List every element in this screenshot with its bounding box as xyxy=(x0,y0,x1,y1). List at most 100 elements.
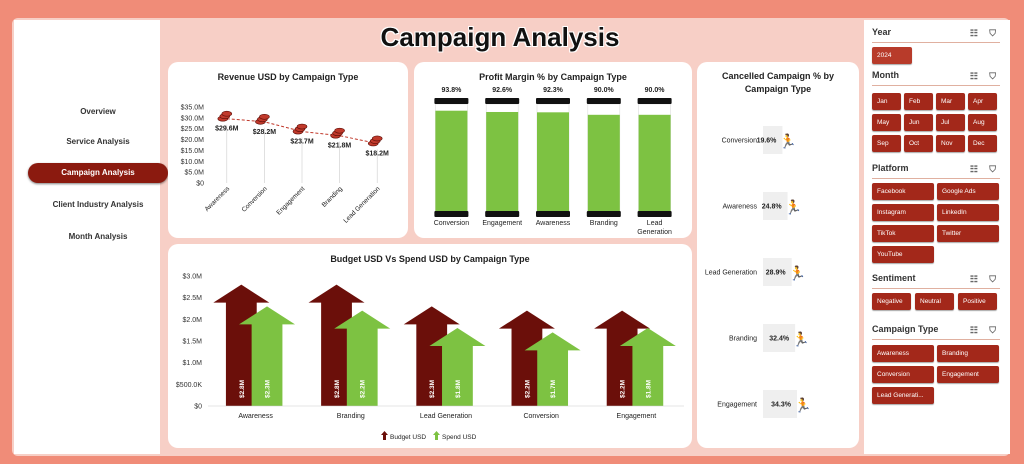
nav-month-analysis[interactable]: Month Analysis xyxy=(68,232,128,241)
profit-data-label: 90.0% xyxy=(645,87,666,94)
sentiment-chip-neutral[interactable]: Neutral xyxy=(915,293,954,310)
budget-data-label: $2.3M xyxy=(429,380,436,398)
x-tick-label: Engagement xyxy=(482,220,522,227)
profit-data-label: 92.3% xyxy=(543,87,564,94)
month-chip-dec[interactable]: Dec xyxy=(968,135,997,152)
clear-filter-icon[interactable]: ⛉ xyxy=(989,164,996,174)
profit-bar-cap xyxy=(485,98,520,104)
cancelled-bar xyxy=(763,258,792,286)
cancelled-data-label: 34.3% xyxy=(771,402,792,409)
x-tick-label: Awareness xyxy=(238,413,273,420)
runner-icon: 🏃 xyxy=(794,397,811,413)
nav-campaign-analysis[interactable]: Campaign Analysis xyxy=(28,163,168,183)
month-chip-apr[interactable]: Apr xyxy=(968,93,997,110)
y-tick-label: $1.0M xyxy=(183,360,203,367)
x-tick-label: Conversion xyxy=(434,220,470,227)
clear-filter-icon[interactable]: ⛉ xyxy=(989,325,996,335)
y-tick-label: $2.5M xyxy=(183,295,203,302)
month-chip-aug[interactable]: Aug xyxy=(968,114,997,131)
nav-service-analysis[interactable]: Service Analysis xyxy=(66,137,130,146)
nav-client-industry-analysis[interactable]: Client Industry Analysis xyxy=(52,200,144,209)
y-tick-label: $0 xyxy=(194,404,202,411)
revenue-data-label: $28.2M xyxy=(253,129,277,136)
clear-filter-icon[interactable]: ⛉ xyxy=(989,71,996,81)
month-chip-nov[interactable]: Nov xyxy=(936,135,965,152)
y-tick-label: $3.0M xyxy=(183,274,203,281)
profit-bar-base xyxy=(637,211,672,217)
platform-chip-tiktok[interactable]: TikTok xyxy=(872,225,934,242)
month-chip-feb[interactable]: Feb xyxy=(904,93,933,110)
revenue-data-label: $23.7M xyxy=(290,139,314,146)
y-tick-label: $2.0M xyxy=(183,317,203,324)
multi-select-icon[interactable]: ☷ xyxy=(969,71,978,81)
profit-chart-title: Profit Margin % by Campaign Type xyxy=(479,72,627,82)
profit-data-label: 93.8% xyxy=(441,87,462,94)
cancelled-bar xyxy=(763,390,797,418)
campaign-type-chip-lead-generati[interactable]: Lead Generati... xyxy=(872,387,934,404)
y-tick-label: $25.0M xyxy=(181,126,205,133)
multi-select-icon[interactable]: ☷ xyxy=(969,325,978,335)
cancelled-data-label: 32.4% xyxy=(769,336,790,343)
month-chip-oct[interactable]: Oct xyxy=(904,135,933,152)
sentiment-slicer-label: Sentiment xyxy=(872,273,916,283)
year-chip-2024[interactable]: 2024 xyxy=(872,47,912,64)
profit-data-label: 90.0% xyxy=(594,87,615,94)
x-tick-label: Branding xyxy=(590,220,618,227)
multi-select-icon[interactable]: ☷ xyxy=(969,164,978,174)
platform-slicer-header: Platform ☷ ⛉ xyxy=(872,163,1000,179)
y-tick-label: $30.0M xyxy=(181,115,205,122)
platform-chip-google-ads[interactable]: Google Ads xyxy=(937,183,999,200)
campaign-type-chip-branding[interactable]: Branding xyxy=(937,345,999,362)
y-tick-label: Engagement xyxy=(717,402,757,409)
sentiment-chip-positive[interactable]: Positive xyxy=(958,293,997,310)
legend-swatch xyxy=(381,431,388,440)
campaign-type-chip-engagement[interactable]: Engagement xyxy=(937,366,999,383)
y-tick-label: $15.0M xyxy=(181,148,205,155)
runner-icon: 🏃 xyxy=(792,331,809,347)
platform-chip-twitter[interactable]: Twitter xyxy=(937,225,999,242)
platform-chip-facebook[interactable]: Facebook xyxy=(872,183,934,200)
spend-arrow xyxy=(239,306,296,406)
profit-chart: 93.8% Conversion 92.6% Engagement 92.3% Aware… xyxy=(434,87,672,236)
profit-bar-cap xyxy=(434,98,469,104)
runner-icon: 🏃 xyxy=(785,199,802,215)
x-tick-label: Conversion xyxy=(523,413,559,420)
budget-data-label: $2.8M xyxy=(239,380,246,398)
spend-arrow xyxy=(334,310,391,406)
clear-filter-icon[interactable]: ⛉ xyxy=(989,274,996,284)
spend-data-label: $1.8M xyxy=(645,380,652,398)
multi-select-icon[interactable]: ☷ xyxy=(969,28,978,38)
year-slicer-header: Year ☷ ⛉ xyxy=(872,27,1000,43)
x-tick-label: Branding xyxy=(321,185,345,209)
legend-swatch xyxy=(433,431,440,440)
campaign-type-chip-awareness[interactable]: Awareness xyxy=(872,345,934,362)
spend-arrow xyxy=(429,328,486,406)
campaign-type-chip-conversion[interactable]: Conversion xyxy=(872,366,934,383)
platform-chip-youtube[interactable]: YouTube xyxy=(872,246,934,263)
profit-bar xyxy=(537,112,569,212)
platform-chip-linkedin[interactable]: LinkedIn xyxy=(937,204,999,221)
month-chip-jun[interactable]: Jun xyxy=(904,114,933,131)
x-tick-label: Lead Generation xyxy=(420,413,472,420)
month-chip-sep[interactable]: Sep xyxy=(872,135,901,152)
month-chip-jan[interactable]: Jan xyxy=(872,93,901,110)
platform-chip-instagram[interactable]: Instagram xyxy=(872,204,934,221)
clear-filter-icon[interactable]: ⛉ xyxy=(989,28,996,38)
profit-bar xyxy=(486,111,519,212)
y-tick-label: Awareness xyxy=(722,204,757,211)
multi-select-icon[interactable]: ☷ xyxy=(969,274,978,284)
revenue-chart-title: Revenue USD by Campaign Type xyxy=(217,72,359,82)
budget-chart: $0 $500.0K $1.0M $1.5M $2.0M $2.5M $3.0M $2.8M $… xyxy=(176,274,684,441)
cancelled-data-label: 19.6% xyxy=(757,138,778,145)
month-chip-may[interactable]: May xyxy=(872,114,901,131)
revenue-point xyxy=(255,113,270,125)
month-chip-mar[interactable]: Mar xyxy=(936,93,965,110)
x-tick-label: Lead Generation xyxy=(342,185,381,224)
campaign-type-slicer-header: Campaign Type ☷ ⛉ xyxy=(872,324,1000,340)
sentiment-chip-negative[interactable]: Negative xyxy=(872,293,911,310)
x-tick-label: Branding xyxy=(337,413,365,420)
cancelled-chart-title: Cancelled Campaign % by Campaign Type xyxy=(721,71,835,94)
y-tick-label: Lead Generation xyxy=(705,270,757,277)
month-chip-jul[interactable]: Jul xyxy=(936,114,965,131)
nav-overview[interactable]: Overview xyxy=(80,107,116,116)
